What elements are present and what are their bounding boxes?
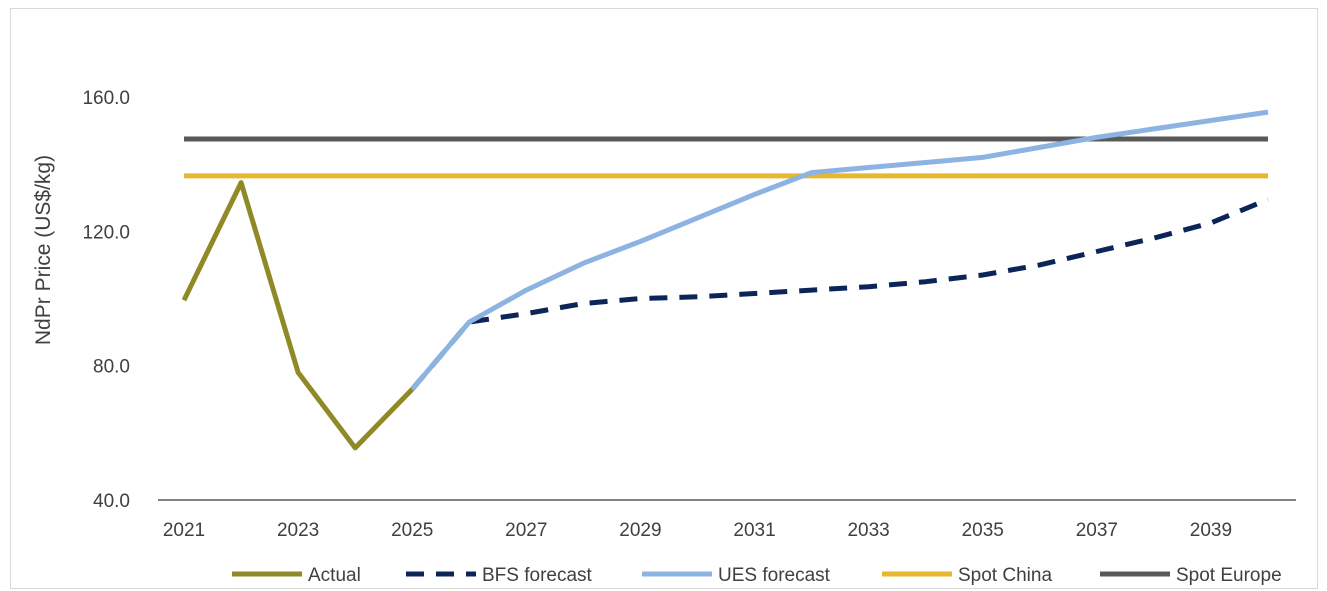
x-tick-label: 2029 [619, 520, 661, 541]
legend-item-spot-europe: Spot Europe [1100, 565, 1282, 586]
legend-item-actual: Actual [232, 565, 361, 586]
x-tick-labels: 2021 2023 2025 2027 2029 2031 2033 2035 2037 2039 [163, 520, 1232, 541]
x-tick-label: 2035 [962, 520, 1004, 541]
x-tick-label: 2023 [277, 520, 319, 541]
series-line-actual [181, 180, 414, 451]
legend-item-ues-forecast: UES forecast [642, 565, 831, 586]
x-tick-label: 2025 [391, 520, 433, 541]
y-tick-labels: 40.0 80.0 120.0 160.0 [82, 88, 130, 512]
legend-label-spot-europe: Spot Europe [1176, 565, 1282, 586]
y-axis-label: NdPr Price (US$/kg) [32, 155, 55, 345]
series-layer [181, 109, 1269, 451]
y-tick-label: 40.0 [93, 491, 130, 512]
y-tick-label: 80.0 [93, 357, 130, 378]
legend-item-bfs-forecast: BFS forecast [406, 565, 593, 586]
series-line-bfs-forecast [410, 197, 1269, 391]
x-tick-label: 2027 [505, 520, 547, 541]
legend-label-bfs-forecast: BFS forecast [482, 565, 593, 586]
y-tick-label: 160.0 [82, 88, 130, 109]
legend-label-actual: Actual [308, 565, 361, 586]
x-tick-label: 2031 [733, 520, 775, 541]
x-tick-label: 2037 [1076, 520, 1118, 541]
legend-label-spot-china: Spot China [958, 565, 1052, 586]
series-line-ues-forecast [410, 109, 1269, 391]
x-tick-label: 2021 [163, 520, 205, 541]
y-tick-label: 120.0 [82, 222, 130, 243]
legend-item-spot-china: Spot China [882, 565, 1052, 586]
x-tick-label: 2033 [847, 520, 889, 541]
x-tick-label: 2039 [1190, 520, 1232, 541]
legend: Actual BFS forecast UES forecast Spot China… [232, 565, 1282, 586]
legend-label-ues-forecast: UES forecast [718, 565, 831, 586]
